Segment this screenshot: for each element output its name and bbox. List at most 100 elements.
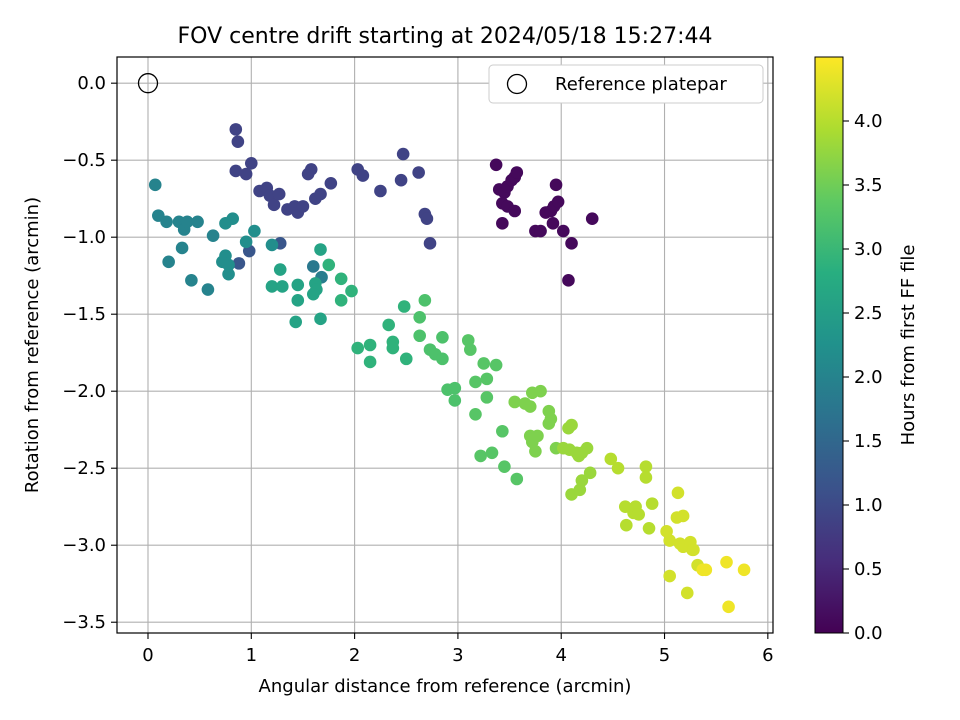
- data-point: [620, 518, 633, 532]
- grid-lines: [117, 57, 773, 633]
- data-point: [583, 466, 597, 480]
- data-point: [448, 381, 462, 395]
- data-point: [356, 169, 370, 182]
- data-point: [531, 429, 544, 443]
- data-point: [469, 408, 482, 421]
- data-point: [160, 215, 173, 229]
- data-point: [272, 187, 286, 201]
- data-point: [201, 283, 215, 296]
- data-point: [510, 472, 524, 486]
- data-point: [737, 563, 751, 577]
- data-point: [549, 178, 563, 192]
- data-point: [239, 235, 253, 249]
- data-point: [546, 217, 560, 230]
- data-point: [544, 412, 558, 426]
- data-point: [229, 164, 243, 178]
- y-tick-label: −0.5: [62, 150, 106, 171]
- data-point: [496, 217, 509, 230]
- data-point: [314, 243, 327, 256]
- x-tick-label: 0: [142, 645, 153, 666]
- colorbar-label: Hours from first FF file: [898, 245, 919, 446]
- data-point: [191, 215, 204, 229]
- plot-area-frame: [116, 56, 774, 634]
- data-point: [496, 424, 509, 438]
- data-point: [508, 204, 522, 218]
- data-point: [611, 461, 625, 475]
- data-point: [265, 280, 279, 293]
- x-tick-label: 5: [659, 645, 670, 666]
- reference-marker-group: [137, 73, 159, 94]
- data-point: [639, 460, 653, 473]
- x-axis-ticks: 0 1 2 3 4 5 6: [142, 633, 774, 666]
- data-point: [175, 241, 189, 255]
- colorbar-tick-label: 3.0: [854, 239, 883, 260]
- colorbar-tick-label: 2.0: [854, 367, 883, 388]
- legend-box: [488, 64, 764, 104]
- data-point: [480, 391, 494, 404]
- data-point: [671, 486, 685, 500]
- colorbar-gradient: [814, 56, 844, 634]
- data-point: [229, 123, 243, 136]
- y-axis-label: Rotation from reference (arcmin): [22, 197, 43, 493]
- data-point: [296, 200, 310, 213]
- y-tick-label: −1.0: [62, 227, 106, 248]
- x-tick-label: 6: [762, 645, 773, 666]
- y-tick-label: −3.0: [62, 535, 106, 556]
- legend-label: Reference platepar: [555, 74, 727, 95]
- data-point: [418, 294, 432, 307]
- data-point: [265, 238, 279, 252]
- y-tick-label: −3.5: [62, 612, 106, 633]
- data-point: [291, 294, 305, 307]
- data-point: [248, 224, 261, 238]
- data-point: [232, 257, 246, 270]
- data-point: [413, 329, 426, 343]
- data-point: [420, 212, 434, 226]
- data-point: [510, 166, 524, 179]
- data-point: [485, 446, 499, 460]
- data-point: [489, 358, 503, 372]
- x-tick-label: 1: [246, 645, 257, 666]
- colorbar-tick-label: 1.5: [854, 431, 883, 452]
- data-point: [363, 338, 377, 352]
- y-axis-ticks: 0.0 −0.5 −1.0 −1.5 −2.0 −2.5 −3.0 −3.5: [62, 73, 117, 633]
- data-point: [448, 394, 462, 407]
- data-point: [680, 586, 694, 600]
- data-point: [396, 147, 410, 161]
- data-point: [185, 274, 198, 287]
- data-point: [162, 255, 175, 269]
- data-point: [565, 237, 578, 250]
- colorbar-tick-label: 0.5: [854, 559, 883, 580]
- data-point: [676, 509, 690, 523]
- data-point: [267, 198, 281, 212]
- data-point: [324, 176, 338, 190]
- data-point: [480, 372, 494, 386]
- data-point: [244, 156, 258, 170]
- data-point: [720, 555, 733, 569]
- data-point: [291, 278, 305, 292]
- data-point: [239, 167, 253, 181]
- data-point: [148, 178, 162, 192]
- data-point: [222, 267, 235, 281]
- data-point: [413, 310, 426, 324]
- data-point: [363, 355, 377, 369]
- y-tick-label: 0.0: [77, 73, 106, 94]
- colorbar-tick-label: 4.0: [854, 111, 883, 132]
- data-point: [306, 287, 320, 301]
- data-point: [632, 508, 646, 521]
- colorbar-tick-label: 0.0: [854, 623, 883, 644]
- data-points: [148, 123, 751, 614]
- data-point: [423, 237, 437, 250]
- data-point: [275, 280, 289, 293]
- data-point: [464, 343, 477, 356]
- data-point: [412, 166, 425, 179]
- data-point: [534, 224, 547, 238]
- data-point: [436, 330, 449, 344]
- data-point: [699, 563, 713, 577]
- data-point: [289, 315, 303, 329]
- reference-platepar-marker: [137, 73, 159, 94]
- data-point: [399, 352, 413, 366]
- data-point: [534, 384, 547, 398]
- data-point: [663, 534, 676, 547]
- data-point: [529, 444, 542, 458]
